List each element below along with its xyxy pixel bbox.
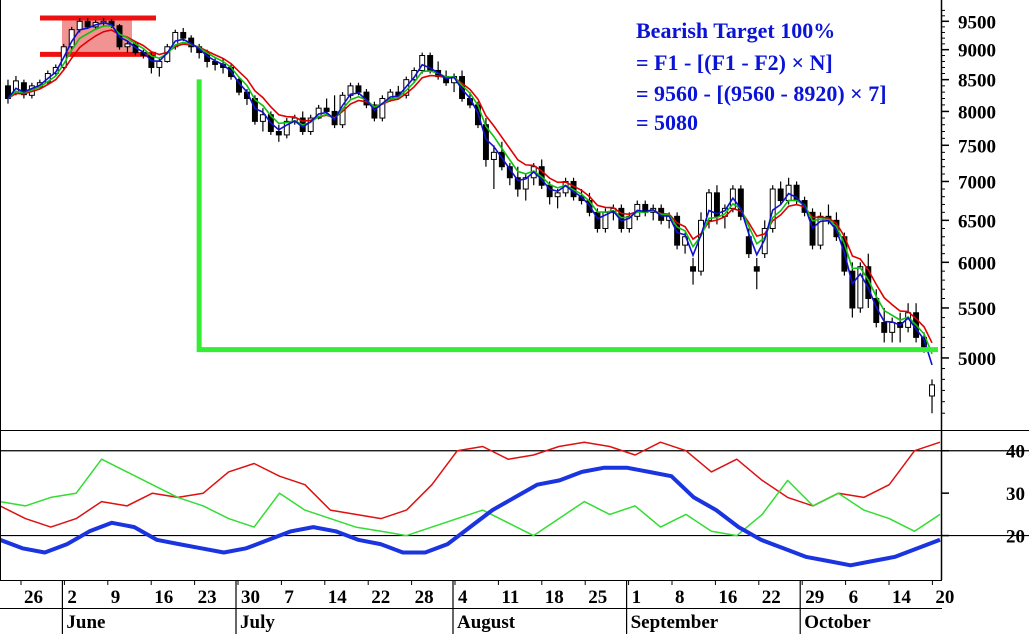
candle-body xyxy=(929,384,935,397)
indicator-tick-label: 20 xyxy=(1006,527,1025,548)
indicator-reference-lines xyxy=(0,450,1029,537)
day-tick-label: 25 xyxy=(588,587,607,608)
candle-body xyxy=(753,266,760,272)
candle-body xyxy=(490,151,497,160)
candle-body xyxy=(283,120,290,136)
candle-body xyxy=(323,107,330,112)
day-tick-label: 16 xyxy=(718,587,737,608)
candle-body xyxy=(498,151,505,168)
candle-body xyxy=(307,117,314,132)
price-axis: 9500 9000 8500 8000 7500 7000 6500 6000 5500 5000 xyxy=(941,9,996,414)
month-label: June xyxy=(66,612,105,633)
day-tick-label: 20 xyxy=(935,587,954,608)
day-tick-label: 26 xyxy=(24,587,43,608)
candle-body xyxy=(713,192,720,217)
price-tick-label: 5500 xyxy=(958,299,996,320)
indicator-axis: 40 30 20 xyxy=(941,442,1025,548)
indicator-tick-label: 30 xyxy=(1006,484,1025,505)
candle-body xyxy=(76,20,83,31)
month-label: August xyxy=(457,612,516,633)
candle-body xyxy=(514,177,521,190)
day-tick-label: 9 xyxy=(111,587,121,608)
time-axis: 26 2 9 16 23 30 7 14 22 28 4 11 18 25 1 8 16 22 29 6 14 20Jun… xyxy=(20,580,954,634)
month-label: October xyxy=(804,612,871,633)
directional-indicator-lines xyxy=(0,441,941,568)
day-tick-label: 6 xyxy=(849,587,859,608)
day-tick-label: 16 xyxy=(154,587,173,608)
candle-body xyxy=(745,236,752,255)
price-tick-label: 6000 xyxy=(958,253,996,274)
target-level-line xyxy=(196,79,938,353)
adx-line xyxy=(0,465,941,568)
candle-body xyxy=(259,114,266,122)
candle-body xyxy=(124,43,131,48)
bearish-target-line xyxy=(196,79,938,353)
day-tick-label: 22 xyxy=(762,587,781,608)
annotation-line-2: = F1 - [(F1 - F2) × N] xyxy=(636,50,833,75)
annotation-line-3: = 9560 - [(9560 - 8920) × 7] xyxy=(636,81,887,106)
candle-body xyxy=(84,20,91,28)
candle-body xyxy=(156,60,163,68)
minus-di-line xyxy=(0,441,941,528)
formula-annotation: Bearish Target 100% = F1 - [(F1 - F2) × … xyxy=(636,18,887,135)
price-tick-label: 6500 xyxy=(958,211,996,232)
price-tick-label: 8000 xyxy=(958,102,996,123)
day-tick-label: 8 xyxy=(675,587,685,608)
mid-moving-average xyxy=(7,25,933,355)
day-tick-label: 4 xyxy=(458,587,468,608)
day-tick-label: 14 xyxy=(328,587,348,608)
annotation-line-1: Bearish Target 100% xyxy=(636,18,835,43)
candle-body xyxy=(522,177,529,190)
candle-body xyxy=(275,130,282,136)
candle-body xyxy=(355,85,362,93)
day-tick-label: 1 xyxy=(632,587,642,608)
plus-di-line xyxy=(0,458,941,537)
candle-body xyxy=(371,104,378,119)
month-label: September xyxy=(631,612,719,633)
indicator-tick-label: 40 xyxy=(1006,442,1025,463)
candle-body xyxy=(881,321,888,333)
candle-body xyxy=(5,85,11,99)
day-tick-label: 7 xyxy=(284,587,294,608)
price-tick-label: 8500 xyxy=(958,71,996,92)
candle-body xyxy=(20,82,27,96)
slow-moving-average xyxy=(7,29,933,344)
candle-body xyxy=(554,192,561,198)
candle-body xyxy=(857,266,864,309)
candle-body xyxy=(889,321,896,333)
day-tick-label: 2 xyxy=(67,587,77,608)
fast-moving-average xyxy=(7,21,933,366)
candle-body xyxy=(849,270,856,309)
annotation-line-4: = 5080 xyxy=(636,110,698,135)
candle-body xyxy=(777,188,784,202)
candle-body xyxy=(737,188,744,217)
candle-body xyxy=(411,69,418,81)
candle-body xyxy=(180,31,187,39)
day-tick-label: 23 xyxy=(198,587,217,608)
candle-body xyxy=(690,266,697,272)
day-tick-label: 18 xyxy=(545,587,564,608)
day-tick-label: 14 xyxy=(892,587,912,608)
day-tick-label: 30 xyxy=(241,587,260,608)
price-tick-label: 9000 xyxy=(958,41,996,62)
candle-body xyxy=(379,97,386,119)
day-tick-label: 29 xyxy=(805,587,824,608)
price-tick-label: 5000 xyxy=(958,349,996,370)
moving-average-lines xyxy=(7,21,933,366)
price-tick-label: 7500 xyxy=(958,136,996,157)
candle-body xyxy=(419,55,426,71)
candle-body xyxy=(698,219,704,272)
price-tick-label: 9500 xyxy=(958,12,996,33)
day-tick-label: 28 xyxy=(415,587,434,608)
day-tick-label: 11 xyxy=(501,587,519,608)
day-tick-label: 22 xyxy=(371,587,390,608)
candle-body xyxy=(706,192,712,221)
price-tick-label: 7000 xyxy=(958,172,996,193)
month-label: July xyxy=(240,612,275,633)
